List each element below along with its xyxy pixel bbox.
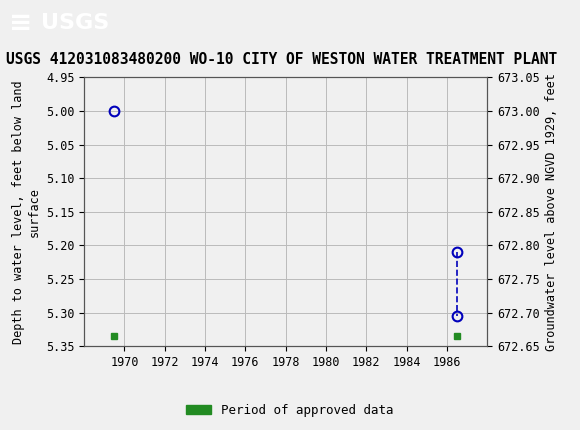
Text: ≡: ≡	[9, 9, 32, 37]
Text: USGS: USGS	[41, 12, 109, 33]
Y-axis label: Groundwater level above NGVD 1929, feet: Groundwater level above NGVD 1929, feet	[545, 73, 558, 351]
Y-axis label: Depth to water level, feet below land
surface: Depth to water level, feet below land su…	[12, 80, 41, 344]
Legend: Period of approved data: Period of approved data	[181, 399, 399, 421]
Text: USGS 412031083480200 WO-10 CITY OF WESTON WATER TREATMENT PLANT: USGS 412031083480200 WO-10 CITY OF WESTO…	[6, 52, 557, 67]
